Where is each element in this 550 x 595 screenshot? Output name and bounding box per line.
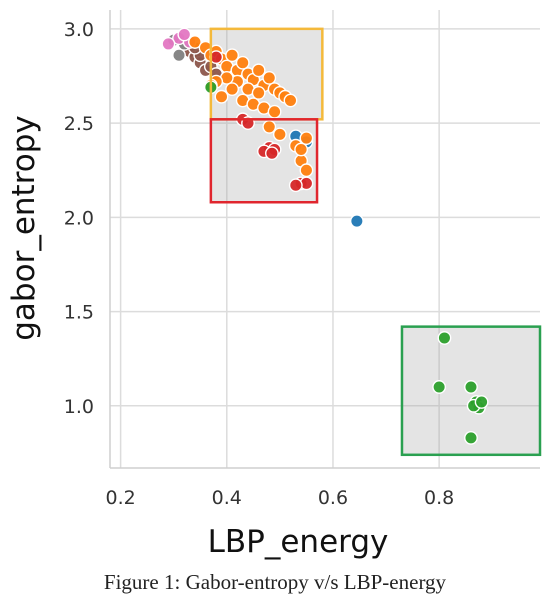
data-point xyxy=(437,331,452,345)
data-point xyxy=(262,70,277,85)
tick-labels: 0.2 0.4 0.6 0.8 1.0 1.5 2.0 2.5 3.0 xyxy=(64,19,454,509)
data-point xyxy=(214,89,229,104)
data-point xyxy=(474,395,489,409)
data-point xyxy=(161,37,176,51)
data-point xyxy=(235,55,250,70)
x-tick-label: 0.6 xyxy=(318,487,348,509)
data-point xyxy=(283,93,298,108)
figure-caption: Figure 1: Gabor-entropy v/s LBP-energy xyxy=(103,570,447,594)
data-point xyxy=(251,63,266,78)
x-tick-label: 0.4 xyxy=(212,487,242,509)
axes xyxy=(109,10,540,469)
y-tick-label: 2.0 xyxy=(64,207,94,229)
data-point xyxy=(172,48,186,63)
data-point xyxy=(349,214,364,228)
data-point xyxy=(225,82,239,97)
x-tick-label: 0.2 xyxy=(106,487,136,509)
scatter-chart: 0.2 0.4 0.6 0.8 1.0 1.5 2.0 2.5 3.0 LBP_energy g… xyxy=(6,10,542,560)
data-point xyxy=(267,104,282,119)
y-tick-label: 3.0 xyxy=(64,19,94,41)
data-point xyxy=(225,48,239,63)
y-tick-label: 1.0 xyxy=(64,396,94,418)
data-point xyxy=(251,86,266,100)
highlight-box-outlines xyxy=(209,27,542,457)
data-point xyxy=(177,27,192,42)
x-axis-label: LBP_energy xyxy=(208,524,389,560)
data-point xyxy=(464,430,478,445)
data-point xyxy=(272,127,287,142)
highlight-box xyxy=(209,118,319,204)
data-point xyxy=(294,142,309,157)
data-point xyxy=(432,380,447,394)
data-point xyxy=(265,146,279,161)
y-tick-label: 1.5 xyxy=(64,302,94,324)
x-tick-label: 0.8 xyxy=(424,487,454,509)
highlight-box xyxy=(400,325,542,457)
data-points xyxy=(161,27,489,445)
data-point xyxy=(464,380,478,394)
data-point xyxy=(188,35,202,49)
y-tick-label: 2.5 xyxy=(64,113,94,135)
data-point xyxy=(288,178,303,193)
data-point xyxy=(299,163,314,178)
data-point xyxy=(299,131,314,146)
y-axis-label: gabor_entropy xyxy=(6,115,42,341)
data-point xyxy=(262,119,277,134)
